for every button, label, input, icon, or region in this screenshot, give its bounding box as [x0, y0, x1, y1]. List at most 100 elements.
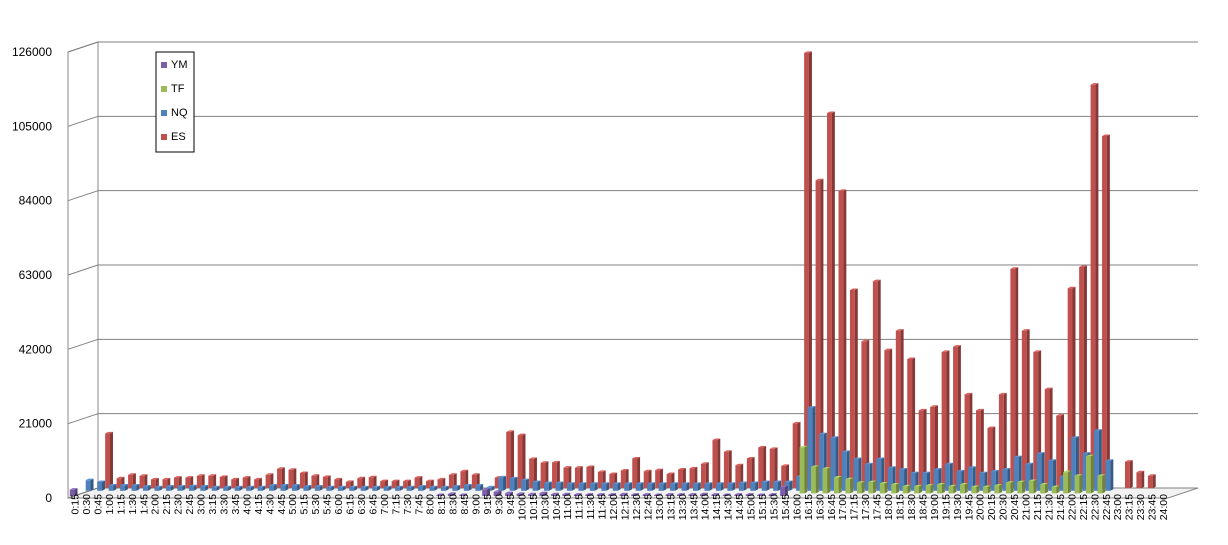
bar-side: [525, 478, 529, 491]
bar-tf: [1097, 474, 1106, 494]
bar-top: [1071, 436, 1079, 438]
bar-face: [509, 478, 515, 491]
bar-face: [619, 494, 625, 496]
bar-side: [296, 483, 300, 491]
bar-top: [528, 492, 536, 495]
bar-side: [304, 471, 308, 489]
bar-tf: [1028, 479, 1037, 494]
bar-face: [884, 350, 890, 489]
bar-top: [1094, 429, 1102, 431]
x-tick-label: 15:30: [768, 494, 780, 520]
bar-side: [354, 485, 358, 491]
x-tick-label: 6:45: [367, 494, 379, 515]
bar-face: [1063, 472, 1068, 494]
bar-face: [968, 467, 973, 491]
bar-top: [265, 473, 274, 475]
bar-top: [643, 469, 652, 472]
bar-side: [751, 456, 755, 489]
bar-face: [414, 477, 420, 489]
bar-face: [1105, 460, 1111, 491]
bar-top: [360, 485, 369, 488]
bar-es: [1079, 265, 1087, 489]
bar-side: [930, 484, 934, 494]
bar-top: [162, 477, 171, 480]
bar-side: [728, 450, 732, 489]
bar-top: [505, 491, 513, 494]
bar-face: [1048, 460, 1054, 491]
bar-top: [447, 492, 456, 494]
bar-nq: [773, 480, 782, 491]
bar-face: [403, 481, 408, 489]
bar-ym: [745, 493, 754, 496]
bar-face: [563, 467, 569, 489]
bar-side: [560, 481, 564, 491]
bar-side: [327, 475, 331, 489]
x-tick-label: 23:30: [1135, 494, 1147, 520]
bar-side: [1003, 392, 1007, 489]
bar-side: [522, 433, 526, 489]
bar-face: [624, 483, 630, 491]
bar-side: [743, 481, 747, 491]
bar-ym: [505, 491, 513, 496]
bar-tf: [1017, 480, 1026, 494]
bar-top: [876, 457, 885, 459]
bar-top: [173, 476, 182, 478]
bar-face: [1017, 482, 1023, 494]
bar-side: [247, 476, 251, 489]
bar-nq: [257, 485, 266, 491]
bar-side: [339, 477, 343, 489]
bar-face: [723, 451, 729, 489]
bar-face: [506, 431, 512, 489]
bar-side: [205, 485, 209, 491]
bar-top: [597, 470, 606, 472]
bar-face: [437, 479, 443, 489]
bar-face: [632, 458, 638, 489]
bar-top: [853, 457, 862, 459]
bar-side: [697, 482, 701, 491]
bar-top: [532, 480, 541, 482]
bar-side: [281, 467, 285, 489]
bar-top: [677, 493, 685, 495]
bar-side: [912, 357, 916, 489]
bar-face: [914, 486, 919, 494]
bar-face: [1124, 461, 1130, 489]
bar-top: [699, 492, 708, 495]
bar-face: [383, 487, 389, 491]
bar-face: [143, 486, 148, 491]
bar-top: [933, 468, 942, 470]
bar-top: [326, 485, 335, 488]
bar-nq: [601, 482, 610, 491]
bar-side: [583, 482, 587, 491]
bar-face: [735, 465, 741, 489]
bar-top: [609, 472, 618, 475]
bar-face: [804, 52, 809, 489]
bar-face: [990, 471, 996, 491]
bar-side: [442, 477, 446, 489]
x-tick-label: 5:00: [287, 494, 299, 515]
bar-face: [841, 451, 847, 491]
gridline-side: [67, 41, 99, 53]
bar-side: [498, 490, 502, 496]
x-tick-label: 6:00: [333, 494, 345, 515]
bar-side: [464, 493, 468, 496]
bar-face: [498, 477, 504, 491]
x-tick-label: 2:00: [150, 494, 162, 515]
bar-es: [1102, 134, 1110, 489]
bar-es: [196, 474, 205, 489]
bar-nq: [544, 481, 552, 491]
bar-nq: [945, 462, 953, 491]
bar-ym: [654, 493, 662, 496]
bar-side: [74, 488, 78, 496]
bar-top: [482, 488, 491, 490]
bar-side: [964, 483, 968, 494]
bar-face: [585, 494, 591, 496]
x-tick-label: 18:45: [917, 494, 929, 520]
bar-face: [586, 466, 592, 489]
bar-top: [655, 468, 663, 471]
bar-side: [101, 480, 105, 491]
bar-face: [322, 476, 328, 489]
bar-face: [368, 477, 374, 489]
x-tick-label: 16:15: [803, 494, 815, 520]
bar-top: [529, 457, 537, 459]
